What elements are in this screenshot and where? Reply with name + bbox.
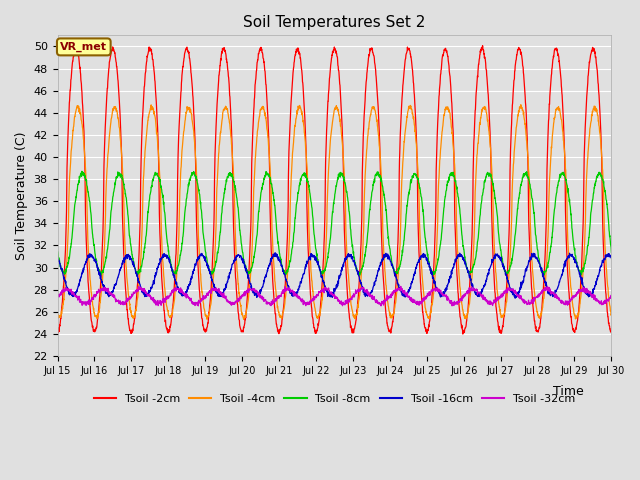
Tsoil -16cm — [208, 278, 216, 284]
Line: Tsoil -2cm: Tsoil -2cm — [58, 46, 611, 334]
Tsoil -16cm — [559, 268, 567, 274]
Tsoil -4cm — [575, 310, 582, 316]
Tsoil -16cm — [511, 295, 519, 301]
Line: Tsoil -32cm: Tsoil -32cm — [58, 287, 611, 306]
Tsoil -2cm — [575, 310, 582, 316]
Tsoil -4cm — [240, 316, 248, 322]
Tsoil -8cm — [78, 168, 86, 174]
Text: VR_met: VR_met — [60, 42, 108, 52]
Tsoil -8cm — [559, 171, 567, 177]
Tsoil -32cm — [559, 299, 567, 304]
Tsoil -32cm — [362, 289, 370, 295]
Tsoil -8cm — [209, 270, 216, 276]
Y-axis label: Soil Temperature (C): Soil Temperature (C) — [15, 132, 28, 260]
Tsoil -4cm — [54, 312, 61, 318]
Tsoil -2cm — [351, 326, 358, 332]
Tsoil -32cm — [351, 294, 358, 300]
Legend: Tsoil -2cm, Tsoil -4cm, Tsoil -8cm, Tsoil -16cm, Tsoil -32cm: Tsoil -2cm, Tsoil -4cm, Tsoil -8cm, Tsoi… — [90, 389, 579, 408]
Tsoil -8cm — [496, 241, 504, 247]
Tsoil -32cm — [496, 293, 504, 299]
Tsoil -2cm — [559, 109, 567, 115]
Tsoil -16cm — [271, 250, 279, 256]
Tsoil -32cm — [377, 303, 385, 309]
Tsoil -32cm — [607, 293, 615, 299]
Title: Soil Temperatures Set 2: Soil Temperatures Set 2 — [243, 15, 426, 30]
Tsoil -32cm — [54, 293, 61, 299]
Tsoil -2cm — [607, 328, 615, 334]
Tsoil -4cm — [351, 315, 358, 321]
Tsoil -4cm — [208, 289, 216, 295]
Tsoil -16cm — [496, 255, 504, 261]
Tsoil -2cm — [479, 43, 486, 48]
Tsoil -16cm — [575, 267, 582, 273]
Tsoil -32cm — [208, 286, 216, 291]
Tsoil -4cm — [363, 147, 371, 153]
Tsoil -8cm — [97, 273, 104, 278]
Tsoil -4cm — [559, 129, 567, 134]
Line: Tsoil -4cm: Tsoil -4cm — [58, 105, 611, 319]
Tsoil -4cm — [517, 102, 525, 108]
Tsoil -16cm — [351, 262, 358, 267]
Tsoil -2cm — [459, 331, 467, 337]
Tsoil -16cm — [607, 255, 615, 261]
Tsoil -16cm — [54, 256, 61, 262]
Tsoil -8cm — [54, 248, 61, 254]
Tsoil -8cm — [363, 240, 371, 246]
Tsoil -2cm — [54, 330, 61, 336]
Tsoil -32cm — [397, 284, 404, 289]
Tsoil -8cm — [575, 264, 582, 270]
X-axis label: Time: Time — [553, 385, 584, 398]
Line: Tsoil -16cm: Tsoil -16cm — [58, 253, 611, 298]
Tsoil -16cm — [363, 292, 371, 298]
Tsoil -4cm — [607, 312, 615, 317]
Tsoil -8cm — [351, 260, 358, 265]
Tsoil -2cm — [496, 329, 504, 335]
Tsoil -2cm — [362, 77, 370, 83]
Tsoil -32cm — [575, 289, 582, 295]
Tsoil -4cm — [496, 304, 504, 310]
Line: Tsoil -8cm: Tsoil -8cm — [58, 171, 611, 276]
Tsoil -8cm — [607, 250, 615, 255]
Tsoil -2cm — [208, 270, 216, 276]
